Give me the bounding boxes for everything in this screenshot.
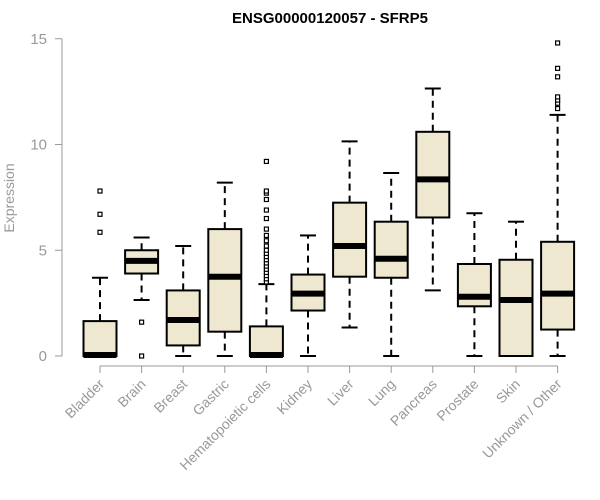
y-tick-label: 5 [39,242,47,259]
outlier-point [263,196,269,203]
box-2 [165,245,201,357]
outlier-point [97,211,103,217]
chart-title: ENSG00000120057 - SFRP5 [232,10,428,27]
box-3 [207,181,243,357]
y-tick-label: 15 [30,31,47,48]
iqr-box [248,325,284,358]
outlier-point [263,226,269,232]
x-tick-label: Kidney [274,376,316,418]
x-tick-label: Unknown / Other [479,376,565,462]
x-tick-label: Skin [493,376,524,407]
x-tick-label: Bladder [62,376,108,422]
outlier-point [97,229,103,235]
box-6 [332,140,368,329]
outlier-point [263,247,269,253]
y-tick-label: 0 [39,348,47,365]
outlier-point [263,215,269,222]
iqr-box [498,258,534,357]
box-8 [415,87,451,292]
iqr-box [456,262,492,308]
box-10 [498,220,534,357]
outlier-point [263,207,269,213]
outlier-point [554,40,561,46]
outlier-point [554,74,561,80]
axes: 0 5 10 15 [30,31,558,367]
y-tick-label: 10 [30,137,47,154]
iqr-box [332,201,368,278]
outlier-point [139,319,145,325]
iqr-box [82,320,118,358]
boxes [82,40,576,359]
box-9 [456,212,492,357]
outlier-point [263,188,269,194]
outlier-point [554,94,561,100]
iqr-box [207,228,243,333]
outlier-point [97,188,103,194]
x-tick-label: Lung [365,376,398,409]
iqr-box [373,220,409,279]
x-tick-label: Breast [150,376,190,416]
x-tick-label: Brain [114,376,148,410]
outlier-point [263,243,269,249]
box-4 [248,158,284,358]
box-1 [124,236,160,359]
box-0 [82,188,118,358]
x-tick-label: Prostate [433,376,481,424]
iqr-box [415,130,451,219]
outlier-point [263,158,269,165]
outlier-point [139,353,145,359]
outlier-point [263,238,269,244]
x-tick-label: Liver [324,376,357,409]
iqr-box [540,240,576,331]
box-5 [290,234,326,357]
outlier-point [554,65,561,71]
outlier-point [554,105,561,112]
y-axis-label: Expression [1,163,17,232]
outlier-point [263,232,269,239]
box-7 [373,172,409,357]
box-11 [540,40,576,357]
